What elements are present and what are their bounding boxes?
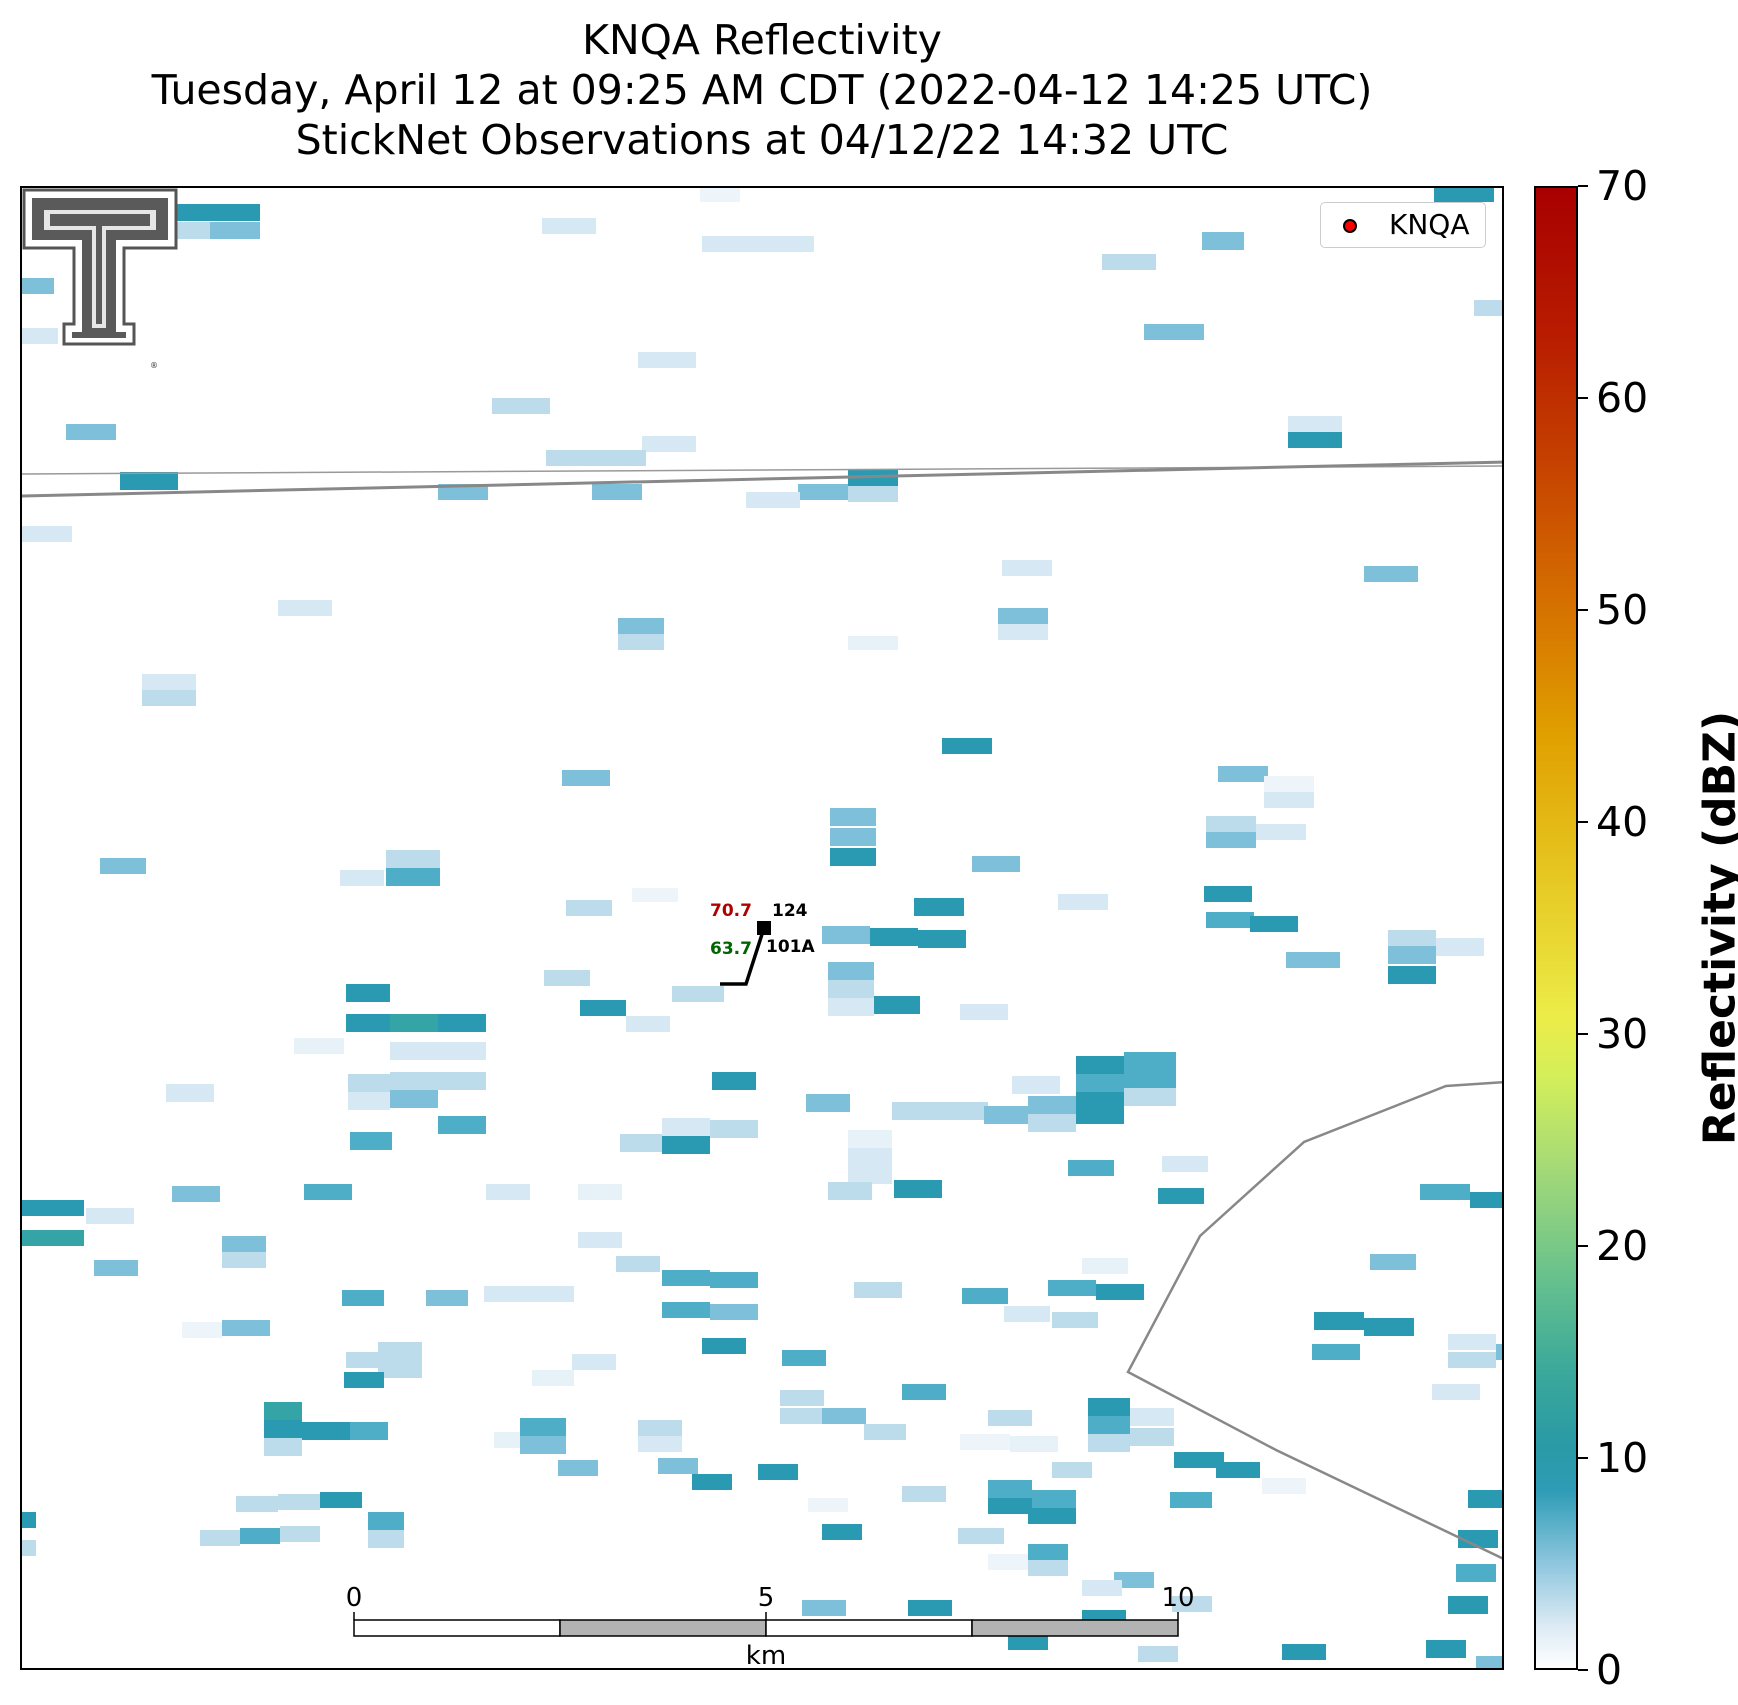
colorbar-tick bbox=[1578, 397, 1588, 399]
title-line-1: KNQA Reflectivity bbox=[582, 16, 942, 64]
radar-map[interactable]: 70.7 124 63.7 101A 0 5 10 km ® KNQA bbox=[20, 186, 1504, 1670]
reflectivity-returns bbox=[22, 188, 1502, 1668]
colorbar-tick bbox=[1578, 1033, 1588, 1035]
map-legend: KNQA bbox=[1320, 202, 1486, 248]
colorbar-tick-label: 70 bbox=[1596, 162, 1649, 210]
boundary-lines bbox=[22, 460, 1502, 1560]
title-line-2: Tuesday, April 12 at 09:25 AM CDT (2022-… bbox=[151, 66, 1373, 114]
colorbar-tick-label: 40 bbox=[1596, 798, 1649, 846]
colorbar-tick bbox=[1578, 185, 1588, 187]
colorbar-tick bbox=[1578, 1669, 1588, 1671]
colorbar-tick-label: 30 bbox=[1596, 1010, 1649, 1058]
station-id-label: 101A bbox=[766, 937, 815, 957]
scale-tick-10: 10 bbox=[1161, 1583, 1194, 1613]
scale-bar: 0 5 10 km bbox=[346, 1583, 1195, 1670]
colorbar-tick-label: 60 bbox=[1596, 374, 1649, 422]
value-right-label: 124 bbox=[772, 901, 808, 921]
temperature-label: 70.7 bbox=[710, 901, 752, 921]
colorbar-tick-label: 50 bbox=[1596, 586, 1649, 634]
scale-tick-5: 5 bbox=[758, 1583, 775, 1613]
reflectivity-colorbar bbox=[1534, 186, 1578, 1670]
dewpoint-label: 63.7 bbox=[710, 939, 752, 959]
legend-label: KNQA bbox=[1389, 208, 1470, 241]
colorbar-tick-label: 0 bbox=[1596, 1646, 1623, 1694]
colorbar-tick bbox=[1578, 821, 1588, 823]
colorbar-tick-label: 20 bbox=[1596, 1222, 1649, 1270]
station-plot-101a[interactable]: 70.7 124 63.7 101A bbox=[710, 901, 815, 986]
radar-map-canvas: 70.7 124 63.7 101A 0 5 10 km bbox=[22, 188, 1502, 1670]
scale-unit: km bbox=[746, 1641, 786, 1670]
scale-tick-0: 0 bbox=[346, 1583, 363, 1613]
texas-tech-logo: ® bbox=[22, 188, 178, 370]
colorbar-tick bbox=[1578, 1245, 1588, 1247]
colorbar-tick bbox=[1578, 609, 1588, 611]
svg-text:®: ® bbox=[150, 361, 158, 370]
wind-barb bbox=[720, 927, 766, 986]
colorbar-tick bbox=[1578, 1457, 1588, 1459]
colorbar-title: Reflectivity (dBZ) bbox=[1694, 710, 1738, 1146]
title-line-3: StickNet Observations at 04/12/22 14:32 … bbox=[295, 116, 1229, 164]
colorbar-tick-label: 10 bbox=[1596, 1434, 1649, 1482]
station-marker bbox=[757, 921, 771, 935]
radar-site-marker-icon bbox=[1343, 219, 1357, 233]
